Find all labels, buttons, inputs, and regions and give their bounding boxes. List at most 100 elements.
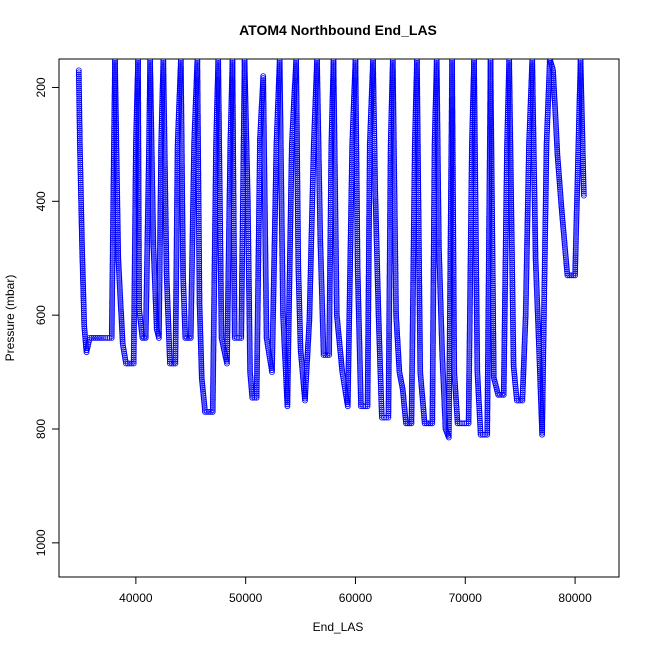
data-point [79,269,86,276]
data-point [173,229,180,235]
data-point [148,135,155,142]
data-point [117,300,124,307]
data-point [113,149,120,156]
data-point [130,348,137,355]
data-point [115,255,122,262]
data-point [143,267,150,274]
data-point [132,173,139,180]
data-point [178,59,184,62]
data-point [160,80,167,86]
data-point [173,239,180,245]
data-point [136,298,143,305]
data-point [152,304,159,311]
data-point [119,324,125,331]
data-point [144,247,151,254]
data-point [161,158,168,165]
data-point [114,215,121,222]
data-point [161,114,168,120]
data-point [156,271,163,278]
data-point [145,179,152,186]
data-point [147,94,154,100]
data-point [143,265,150,272]
data-point [165,320,172,327]
data-point [77,161,84,168]
data-point [109,289,116,295]
data-point [119,332,126,339]
data-point [173,231,180,237]
data-point [156,253,163,260]
data-point [109,263,116,270]
data-point [81,315,87,322]
data-point [172,336,179,343]
data-point [149,185,156,192]
data-point [149,173,156,180]
data-point [174,139,181,146]
data-point [172,318,179,325]
data-point [165,330,172,337]
data-point [76,83,82,90]
data-point [130,352,137,359]
data-point [80,279,86,286]
data-point [166,336,172,343]
data-point [132,217,139,224]
data-point [149,179,156,186]
data-point [147,84,154,90]
data-point [161,104,167,110]
data-point [115,253,122,260]
data-point [174,203,180,210]
data-point [116,275,123,282]
data-point [157,231,164,238]
data-point [75,67,82,74]
data-point [136,306,143,313]
data-point [148,129,155,136]
data-point [179,170,185,177]
data-point [76,113,83,120]
data-point [130,358,137,365]
data-point [147,80,154,86]
data-point [147,64,154,70]
data-point [78,191,84,198]
data-point [115,265,122,272]
data-point [161,148,168,155]
data-point [135,186,142,193]
data-point [78,225,85,232]
data-point [173,272,180,279]
data-point [172,346,179,353]
data-point [143,321,149,327]
data-point [157,213,164,220]
data-point [135,98,142,104]
data-point [178,70,184,76]
data-point [77,157,84,164]
data-point [148,131,155,138]
data-point [157,235,164,242]
data-point [132,165,139,172]
data-point [155,332,162,339]
data-point [132,205,139,212]
data-point [161,144,168,151]
data-point [135,112,142,118]
data-point [174,135,181,142]
data-point [162,216,169,223]
data-point [77,145,83,152]
data-point [77,151,83,158]
data-point [173,219,180,226]
data-point [109,251,116,258]
data-point [114,209,121,216]
data-point [78,219,85,226]
data-point [77,159,84,166]
data-point [144,241,151,248]
data-point [76,93,83,100]
data-point [173,284,180,291]
data-point [173,209,180,216]
data-point [135,68,142,74]
data-point [158,151,164,158]
data-point [163,236,170,243]
data-point [163,276,170,283]
data-point [115,241,121,248]
data-point [148,106,154,112]
data-point [156,277,163,284]
data-point [113,129,120,136]
data-point [136,304,143,311]
data-point [173,256,180,263]
data-point [114,219,121,226]
